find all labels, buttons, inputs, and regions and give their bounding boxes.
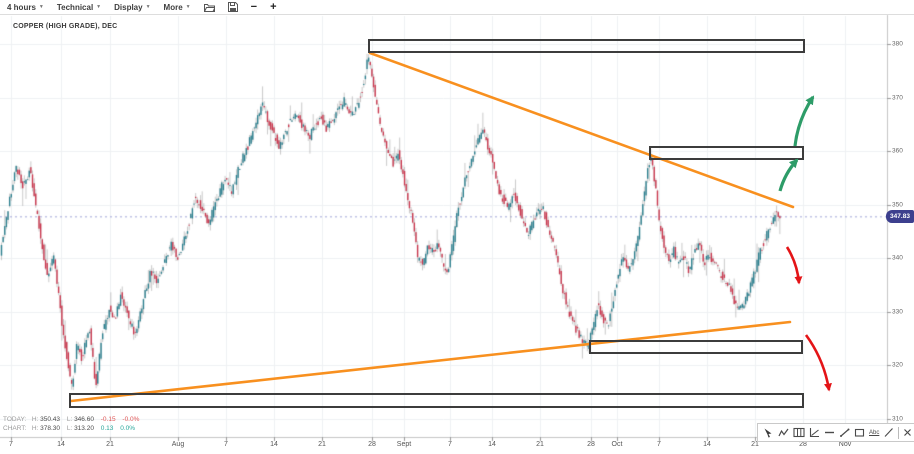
chevron-down-icon: ▼: [185, 4, 191, 10]
zoom-in-icon[interactable]: +: [270, 0, 277, 13]
menu-more-label: More: [163, 2, 183, 12]
y-axis-label: 340: [892, 254, 903, 262]
legend-today-change: -0.15: [100, 416, 116, 423]
draw-trend-angle-icon[interactable]: [809, 427, 820, 438]
x-axis-label: 21: [751, 441, 759, 448]
chevron-down-icon: ▼: [145, 4, 151, 10]
menu-display-label: Display: [114, 2, 143, 12]
drawing-toolbar: Abc: [757, 423, 914, 442]
open-folder-icon[interactable]: [203, 3, 215, 12]
symbol-title: COPPER (HIGH GRADE), DEC: [13, 23, 118, 30]
draw-rectangle-icon[interactable]: [854, 427, 865, 438]
menu-more[interactable]: More ▼: [164, 3, 191, 12]
last-price-badge: 347.83: [886, 210, 914, 223]
y-axis-label: 320: [892, 361, 903, 369]
x-axis-label: 14: [703, 441, 711, 448]
x-axis-label: 7: [657, 441, 661, 448]
draw-polyline-icon[interactable]: [778, 427, 789, 438]
legend-today-high: 350.43: [40, 416, 61, 423]
draw-text-icon[interactable]: Abc: [869, 429, 880, 436]
y-axis-label: 310: [892, 415, 903, 423]
legend-chart-high-label: H:: [31, 424, 39, 432]
x-axis-label: Sept: [396, 441, 412, 448]
x-axis-label: 14: [488, 441, 496, 448]
x-axis-label: 28: [587, 441, 595, 448]
legend-today-low-label: L:: [66, 416, 73, 423]
x-axis-label: 7: [9, 441, 13, 448]
y-axis-label: 380: [892, 40, 903, 48]
x-axis-label: 14: [270, 441, 278, 448]
legend-today-label: TODAY:: [3, 416, 27, 423]
y-axis-label: 370: [892, 94, 903, 102]
menu-interval-label: 4 hours: [7, 2, 36, 12]
legend-chart-change: 0.13: [100, 424, 114, 432]
zoom-in-glyph: +: [270, 0, 277, 13]
legend-today-change-pct: -0.0%: [122, 416, 140, 423]
draw-cursor-icon[interactable]: [763, 427, 774, 438]
x-axis-label: 7: [224, 441, 228, 448]
legend-row-chart: CHART: H: 378.30 L: 313.20 0.13 0.0%: [3, 425, 144, 434]
draw-line-icon[interactable]: [883, 427, 894, 438]
legend-row-today: TODAY: H: 350.43 L: 346.60 -0.15 -0.0%: [3, 416, 144, 425]
x-axis-label: 21: [536, 441, 544, 448]
x-axis-label: 21: [106, 441, 114, 448]
legend-chart-label: CHART:: [3, 424, 27, 432]
y-axis-label: 330: [892, 308, 903, 316]
menu-technical-label: Technical: [56, 2, 94, 12]
top-toolbar: 4 hours ▼ Technical ▼ Display ▼ More ▼ −…: [0, 0, 914, 15]
x-axis-label: 14: [57, 441, 65, 448]
save-icon[interactable]: [227, 2, 238, 12]
remove-drawings-icon[interactable]: [903, 428, 912, 437]
x-axis-label: Nov: [838, 441, 852, 448]
legend-today-low: 346.60: [74, 416, 94, 423]
x-axis-label: 21: [318, 441, 326, 448]
draw-fib-grid-icon[interactable]: [793, 427, 805, 438]
y-axis-label: 360: [892, 147, 903, 155]
chevron-down-icon: ▼: [96, 4, 102, 10]
legend-today-high-label: H:: [31, 416, 39, 423]
menu-technical[interactable]: Technical ▼: [57, 3, 101, 12]
separator: [898, 426, 900, 439]
legend-chart-change-pct: 0.0%: [120, 424, 136, 432]
x-axis-label: Oct: [611, 441, 623, 448]
menu-display[interactable]: Display ▼: [114, 3, 150, 12]
x-axis-label: 28: [799, 441, 807, 448]
legend-chart-low: 313.20: [74, 424, 94, 432]
chevron-down-icon: ▼: [38, 4, 44, 10]
legend-chart-low-label: L:: [66, 424, 73, 432]
x-axis-label: 7: [448, 441, 452, 448]
x-axis-label: Aug: [171, 441, 185, 448]
zoom-out-icon[interactable]: −: [250, 0, 258, 13]
menu-interval[interactable]: 4 hours ▼: [7, 3, 44, 12]
draw-trendline-icon[interactable]: [839, 427, 850, 438]
y-axis-label: 350: [892, 201, 903, 209]
ohlc-legend: TODAY: H: 350.43 L: 346.60 -0.15 -0.0% C…: [3, 416, 144, 433]
legend-chart-high: 378.30: [40, 424, 61, 432]
x-axis-label: 28: [368, 441, 376, 448]
zoom-out-glyph: −: [250, 0, 258, 13]
draw-horizontal-line-icon[interactable]: [824, 427, 835, 438]
